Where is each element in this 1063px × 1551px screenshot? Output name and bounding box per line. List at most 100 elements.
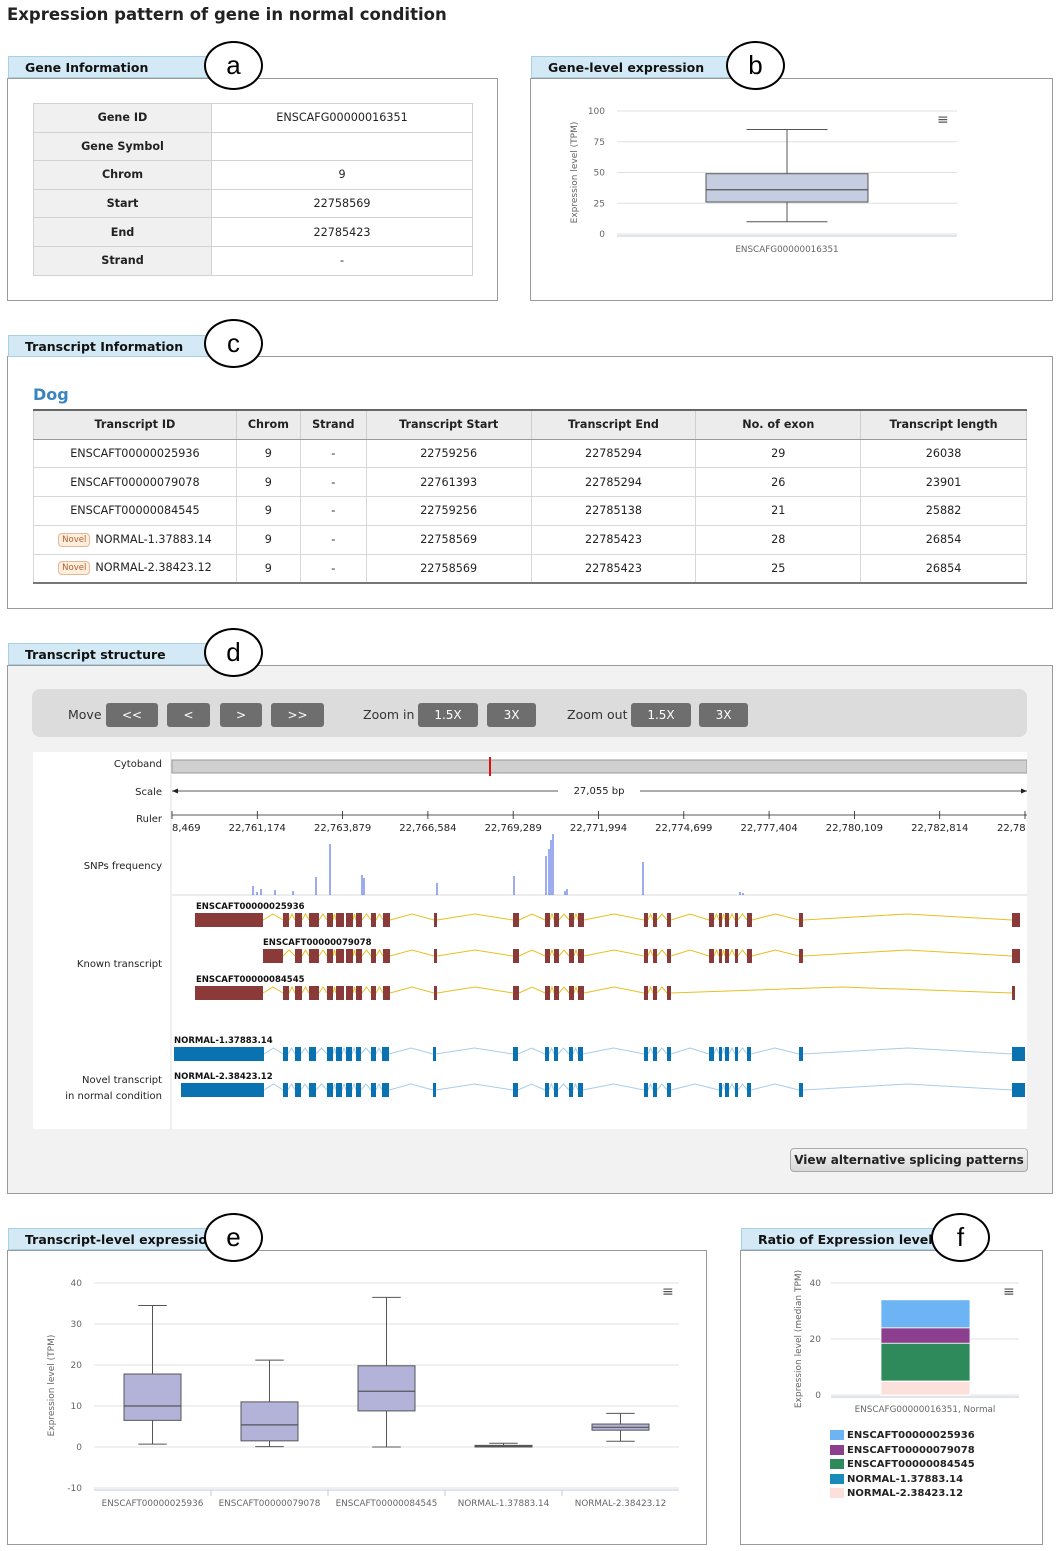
- legend-item[interactable]: NORMAL-1.37883.14: [830, 1473, 963, 1485]
- stacked-bar-segment[interactable]: [880, 1327, 971, 1344]
- zoom-out-1.5x-button[interactable]: 1.5X: [631, 703, 691, 727]
- chart-menu-icon[interactable]: ≡: [937, 112, 949, 128]
- transcript-id[interactable]: NORMAL-2.38423.12: [95, 561, 212, 575]
- known-transcript-name[interactable]: ENSCAFT00000025936: [196, 902, 305, 912]
- intron-line: [721, 1083, 726, 1091]
- ruler-tick-label: 8,469: [172, 823, 201, 834]
- table-row[interactable]: ENSCAFT00000079078 9-22761393 22785294 26 23…: [33, 467, 1027, 498]
- legend-item[interactable]: ENSCAFT00000025936: [830, 1430, 975, 1441]
- zoom-in-1.5x-button[interactable]: 1.5X: [418, 703, 478, 727]
- intron-line: [436, 913, 514, 921]
- box-plot-mark[interactable]: [474, 1442, 533, 1448]
- move-far-left-button[interactable]: <<: [106, 703, 158, 727]
- cell-id: Novel NORMAL-2.38423.12: [33, 553, 237, 584]
- column-header[interactable]: Transcript length: [860, 409, 1027, 440]
- box-plot-mark[interactable]: [357, 1296, 416, 1448]
- box-plot-mark[interactable]: [705, 128, 869, 223]
- novel-transcript-name[interactable]: NORMAL-2.38423.12: [174, 1072, 273, 1082]
- exon-block: [295, 949, 302, 963]
- intron-line: [647, 912, 654, 921]
- table-row[interactable]: Novel NORMAL-2.38423.12 9-22758569 22785423…: [33, 553, 1027, 584]
- x-tick-label: ENSCAFG00000016351, Normal: [855, 1405, 996, 1415]
- y-tick-label: 40: [71, 1279, 83, 1289]
- table-row[interactable]: ENSCAFT00000084545 9-22759256 22785138 21 25…: [33, 496, 1027, 526]
- legend-item[interactable]: ENSCAFT00000084545: [830, 1459, 975, 1470]
- stacked-bar-segment[interactable]: [880, 1381, 971, 1396]
- intron-line: [557, 1047, 570, 1055]
- exon-block: [725, 913, 729, 927]
- exon-block: [735, 1047, 738, 1061]
- exon-block: [569, 986, 574, 1000]
- move-left-button[interactable]: <: [167, 703, 210, 727]
- transcript-structure-tab[interactable]: Transcript structure: [8, 643, 223, 665]
- y-tick-label: 100: [588, 107, 605, 117]
- intron-line: [262, 913, 284, 921]
- intron-line: [582, 1047, 645, 1055]
- column-header[interactable]: No. of exon: [695, 409, 862, 440]
- gene-info-value: 9: [211, 160, 473, 190]
- column-header[interactable]: Chrom: [235, 409, 301, 440]
- intron-line: [352, 913, 357, 921]
- novel-badge: Novel: [58, 561, 91, 576]
- legend-swatch: [830, 1459, 844, 1470]
- exon-block: [578, 913, 584, 927]
- cell-chrom: 9: [235, 496, 301, 526]
- box-plot-mark[interactable]: [240, 1359, 299, 1448]
- scale-right-arrow-icon: [1021, 788, 1027, 794]
- intron-line: [548, 1046, 555, 1055]
- intron-line: [583, 986, 645, 994]
- known-transcript-name[interactable]: ENSCAFT00000079078: [263, 938, 372, 948]
- transcript-id[interactable]: NORMAL-1.37883.14: [95, 532, 212, 546]
- species-heading: Dog: [33, 385, 69, 404]
- gene-info-value: 22785423: [211, 217, 473, 247]
- move-right-button[interactable]: >: [220, 703, 262, 727]
- column-header[interactable]: Transcript Start: [365, 409, 532, 440]
- transcript-level-tab[interactable]: Transcript-level expression: [8, 1228, 223, 1250]
- view-splicing-button[interactable]: View alternative splicing patterns: [790, 1148, 1028, 1172]
- cell-exons: 26: [695, 467, 862, 498]
- exon-block: [667, 986, 671, 1000]
- zoom-out-3x-button[interactable]: 3X: [699, 703, 748, 727]
- legend-item[interactable]: NORMAL-2.38423.12: [830, 1488, 963, 1499]
- gene-info-tab[interactable]: Gene Information: [8, 56, 223, 78]
- transcript-info-tab[interactable]: Transcript Information: [8, 335, 223, 357]
- gene-level-tab[interactable]: Gene-level expression: [531, 56, 746, 78]
- y-tick-label: 25: [594, 199, 605, 209]
- gene-info-value: ENSCAFG00000016351: [211, 103, 473, 133]
- column-header[interactable]: Transcript ID: [33, 409, 237, 440]
- novel-transcript-name[interactable]: NORMAL-1.37883.14: [174, 1036, 273, 1046]
- exon-block: [653, 986, 657, 1000]
- chart-menu-icon[interactable]: ≡: [662, 1284, 674, 1300]
- ratio-tab[interactable]: Ratio of Expression levels: [741, 1228, 956, 1250]
- intron-line: [737, 949, 748, 957]
- intron-line: [351, 1046, 357, 1055]
- exon-block: [747, 913, 752, 927]
- cell-length: 26854: [860, 524, 1027, 555]
- known-transcript-name[interactable]: ENSCAFT00000084545: [196, 975, 305, 985]
- exon-block: [195, 986, 263, 1000]
- intron-line: [436, 986, 514, 994]
- box-plot-mark[interactable]: [591, 1412, 650, 1442]
- table-row[interactable]: ENSCAFT00000025936 9-22759256 22785294 29 26…: [33, 438, 1027, 469]
- exon-block: [327, 913, 333, 927]
- intron-line: [802, 1083, 1013, 1091]
- intron-line: [751, 913, 800, 921]
- box-plot-mark[interactable]: [123, 1305, 182, 1445]
- zoom-in-label: Zoom in: [363, 707, 415, 722]
- x-tick-label: NORMAL-2.38423.12: [575, 1499, 667, 1509]
- intron-line: [583, 949, 645, 957]
- move-far-right-button[interactable]: >>: [271, 703, 324, 727]
- exon-block: [719, 913, 722, 927]
- column-header[interactable]: Strand: [299, 409, 367, 440]
- table-row[interactable]: Novel NORMAL-1.37883.14 9-22758569 22785423…: [33, 524, 1027, 555]
- gene-level-panel: 0 25 50 75 100 Expression level (TPM) ENSCAFG0…: [530, 78, 1053, 301]
- exon-block: [578, 1047, 583, 1061]
- column-header[interactable]: Transcript End: [530, 409, 697, 440]
- zoom-in-3x-button[interactable]: 3X: [487, 703, 536, 727]
- exon-block: [569, 1047, 573, 1061]
- chart-menu-icon[interactable]: ≡: [1003, 1284, 1015, 1300]
- gene-info-value: -: [211, 245, 473, 276]
- stacked-bar-segment[interactable]: [880, 1299, 971, 1329]
- stacked-bar-segment[interactable]: [880, 1342, 971, 1382]
- legend-item[interactable]: ENSCAFT00000079078: [830, 1444, 975, 1456]
